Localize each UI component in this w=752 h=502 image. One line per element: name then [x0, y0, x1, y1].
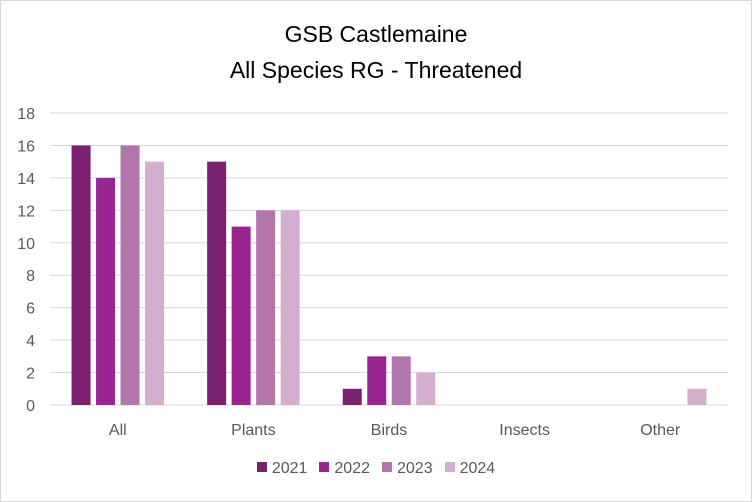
bars [71, 145, 707, 405]
y-tick-label: 2 [26, 366, 35, 383]
chart-title-block: GSB Castlemaine All Species RG - Threate… [0, 16, 752, 88]
bar-birds-2021 [342, 388, 362, 405]
legend-swatch [319, 462, 330, 472]
bar-birds-2023 [391, 356, 411, 405]
y-tick-label: 6 [26, 301, 35, 318]
legend-swatch [444, 462, 455, 472]
y-tick-label: 16 [17, 138, 35, 155]
legend-swatch [382, 462, 392, 472]
legend-item: 2023 [382, 460, 433, 478]
y-tick-label: 0 [26, 398, 35, 415]
legend-item: 2022 [319, 460, 370, 478]
legend: 2021 2022 2023 2024 [0, 460, 752, 478]
x-category-label: All [109, 422, 127, 439]
chart-subtitle: All Species RG - Threatened [229, 57, 523, 83]
legend-item: 2024 [444, 460, 496, 478]
legend-label: 2023 [397, 460, 433, 477]
bar-all-2024 [145, 161, 165, 405]
bar-other-2024 [687, 388, 707, 405]
legend-label: 2021 [271, 460, 308, 477]
bar-plants-2022 [231, 226, 251, 405]
legend-label: 2022 [334, 460, 370, 477]
x-category-label: Birds [371, 422, 407, 439]
y-tick-label: 18 [17, 106, 35, 123]
x-category-label: Insects [499, 422, 550, 439]
legend-swatch [256, 462, 267, 472]
chart-title: GSB Castlemaine [284, 21, 468, 47]
bar-all-2021 [71, 145, 91, 405]
legend-item: 2021 [256, 460, 308, 478]
bar-all-2023 [120, 145, 140, 405]
y-axis-ticks: 0 2 4 6 8 10 12 14 16 18 [17, 106, 35, 415]
bar-plants-2024 [280, 210, 300, 405]
y-tick-label: 4 [26, 333, 35, 350]
bar-birds-2022 [367, 356, 387, 405]
x-category-label: Plants [231, 422, 275, 439]
y-tick-label: 10 [17, 236, 35, 253]
bar-birds-2024 [416, 372, 436, 405]
y-tick-label: 12 [17, 203, 35, 220]
x-axis-categories: All Plants Birds Insects Other [109, 422, 681, 439]
y-tick-label: 14 [17, 171, 35, 188]
bar-all-2022 [96, 177, 116, 405]
x-category-label: Other [640, 422, 681, 439]
y-tick-label: 8 [26, 268, 35, 285]
bar-plants-2021 [207, 161, 227, 405]
bar-plants-2023 [256, 210, 276, 405]
legend-label: 2024 [459, 460, 496, 477]
